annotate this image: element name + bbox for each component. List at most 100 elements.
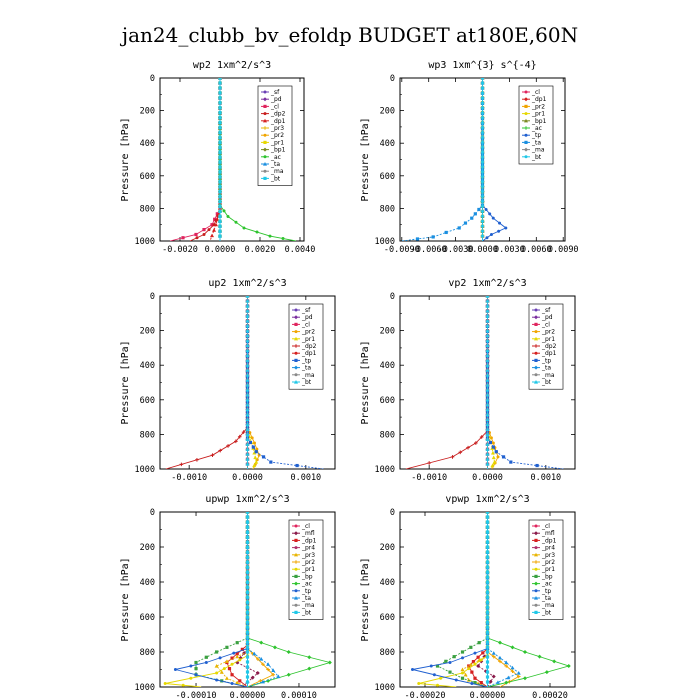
data-point_tp [470,682,474,685]
data-point_tp [461,656,464,660]
data-point_bt [218,106,222,110]
data-point_bt [485,392,490,397]
legend-marker [294,315,298,320]
data-point_ta [415,237,420,241]
legend-marker [534,524,538,528]
legend-marker [263,169,267,173]
legend-label: _dp2 [301,343,317,350]
x-tick-label: 0.0000 [472,473,503,483]
legend-marker [534,373,538,377]
data-point_bt [218,170,222,174]
data-point_ta [260,679,265,684]
data-point_ta [457,226,461,230]
data-point_bt [485,328,490,333]
y-tick-label: 0 [390,292,395,302]
x-tick-label: 0.0090 [548,245,579,255]
legend-marker [534,531,538,536]
data-point_bt [485,358,490,362]
legend: _cl_mfl_dp1_pr4_pr3_pr2_pr1_bp_ac_tp_ta_… [528,519,564,620]
data-point_dp2 [474,441,478,445]
y-axis-label: Pressure [hPa] [360,117,371,201]
data-point_bt [218,145,222,149]
data-point_bt [481,81,484,85]
data-point_pr2 [255,657,260,661]
legend-label: _pr3 [541,552,555,559]
y-tick-label: 800 [140,648,155,658]
y-tick-label: 1000 [375,465,395,475]
data-point_ac [327,660,332,665]
data-point_ta [506,675,511,680]
data-point_bt [245,625,250,629]
data-point_ta [444,230,448,235]
data-point_pr2 [498,659,502,664]
data-point_bp [194,660,198,665]
data-point_cl [194,232,198,237]
x-tick-label: -0.0090 [384,245,420,255]
data-point_dp2 [234,439,238,444]
legend-label: _dp2 [270,111,286,118]
data-point_bp [194,667,198,671]
legend-label: _sf [301,307,311,314]
data-point_dp1 [471,660,476,664]
y-tick-label: 800 [140,204,155,214]
legend-label: _ta [541,595,551,602]
data-point_tp [218,656,222,660]
legend-label: _pr1 [531,111,545,118]
data-point_bt [485,645,490,649]
data-point_bt [218,199,222,204]
legend-label: _tp [301,357,311,364]
data-point_bt [481,204,484,208]
data-point_tp [251,445,255,449]
series-line_cl [169,78,221,241]
data-point_bt [485,303,490,308]
data-point_bt [485,348,490,352]
data-point_bt [245,515,250,519]
legend-marker [534,365,538,370]
data-point_bt [485,525,490,529]
data-point_bt [218,165,222,169]
data-point_ac [286,650,291,654]
data-point_bt [485,675,490,679]
data-point_bt [218,214,222,218]
data-point_bt [245,447,250,451]
data-point_bt [245,412,250,417]
legend-marker [534,322,538,326]
x-tick-label: 0.00020 [532,691,568,700]
legend: _cl_mfl_dp1_pr4_pr3_pr2_pr1_bp_ac_tp_ta_… [288,519,324,620]
data-point_bt [245,358,250,362]
data-point_bt [245,670,250,674]
legend-marker [534,603,538,607]
legend-marker [294,351,298,355]
data-point_dp1 [235,652,239,656]
data-point_bt [481,190,484,194]
legend: _sf_pd_cl_pr2_pr1_dp2_dp1_tp_ta_ma_bt [288,303,324,390]
data-point_bt [485,590,490,594]
legend-marker [534,581,538,586]
legend-marker [534,336,538,341]
legend-label: _pr4 [541,545,555,552]
legend-label: _mfl [541,530,555,537]
data-point_bt [245,407,250,412]
data-point_bt [481,111,484,115]
data-point_bt [485,298,490,303]
y-tick-label: 400 [140,361,155,371]
legend-marker [263,118,267,123]
data-point_bt [218,120,222,125]
x-tick-label: -0.0010 [411,473,447,483]
data-point_pr1 [490,463,495,468]
legend-marker [294,373,298,377]
data-point_bt [485,540,490,544]
data-point_bt [485,382,490,387]
legend-marker [263,162,267,166]
x-tick-label: 0.0020 [245,245,276,255]
legend-marker [534,610,538,614]
data-point_bt [245,402,250,407]
legend-label: _mfl [301,530,315,537]
data-point_mfl [250,675,255,680]
data-point_bt [485,407,490,412]
data-point_ac [222,209,226,213]
data-point_bt [485,585,490,589]
data-point_bt [245,318,250,323]
data-point_bt [485,550,490,554]
data-point_bt [245,432,250,436]
